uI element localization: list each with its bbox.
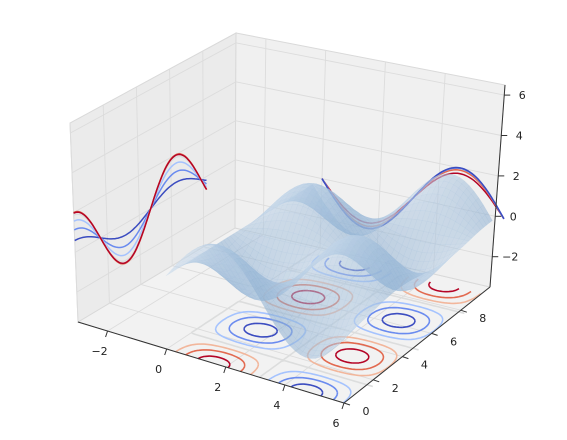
x-tick-label: 4 [273, 399, 280, 412]
surface-facet [431, 264, 440, 272]
x-tick-label: 6 [333, 417, 340, 430]
y-tick-label: 6 [450, 335, 457, 348]
x-wall-contour [73, 169, 207, 249]
z-tick-label: 6 [519, 89, 526, 102]
y-tick-mark [460, 309, 467, 313]
tick-labels: −2 0 2 4 6 0 2 4 6 8 −2 0 2 4 6 [91, 89, 525, 430]
surface-facet [434, 262, 443, 271]
z-tick-label: 2 [513, 170, 520, 183]
surface-facet [478, 217, 487, 228]
x-tick-mark [105, 330, 109, 338]
surface-facet [376, 293, 386, 303]
x-tick-mark [282, 384, 286, 392]
surface-facet [359, 316, 368, 324]
surface-facet [356, 318, 365, 327]
x-tick-label: 2 [214, 381, 221, 394]
y-tick-mark [373, 379, 380, 383]
y-grid-line [102, 104, 374, 381]
surface-facet [472, 223, 481, 233]
surface-mesh [165, 173, 493, 359]
surface-facet [347, 326, 357, 336]
z-tick-label: −2 [502, 251, 518, 264]
z-grid-line [74, 159, 496, 253]
y-tick-label: 4 [421, 359, 428, 372]
y-tick-mark [343, 402, 351, 406]
surface-facet [481, 214, 490, 226]
x-tick-mark [164, 348, 168, 356]
surface-facet [428, 266, 438, 273]
z-grid-line [73, 120, 499, 213]
x-tick-mark [341, 402, 345, 410]
surface-facet [475, 220, 484, 231]
x-tick-label: −2 [91, 345, 107, 358]
surface-facet [382, 286, 392, 298]
z-tick-label: 4 [516, 130, 523, 143]
z-grid-line [71, 81, 502, 174]
y-tick-mark [402, 356, 409, 360]
x-wall-contours [73, 153, 208, 265]
surface-facet [448, 251, 458, 260]
surface-facet [457, 243, 467, 249]
x-wall-contour [74, 177, 207, 242]
surface-facet [373, 297, 383, 306]
z-grid-line [70, 42, 505, 134]
x-axis-line [77, 321, 345, 404]
surface-facet [425, 268, 435, 273]
x-tick-label: 0 [155, 363, 162, 376]
x-tick-mark [223, 366, 227, 374]
y-axis-line [343, 286, 491, 404]
y-tick-label: 8 [479, 312, 486, 325]
surface-facet [364, 310, 374, 316]
z-tick-label: 0 [510, 210, 517, 223]
y-tick-label: 0 [363, 405, 370, 418]
z-axis-line [489, 84, 506, 288]
y-tick-mark [431, 332, 438, 336]
y-tick-label: 2 [392, 382, 399, 395]
x-wall-contour [73, 153, 208, 265]
axis-lines [77, 84, 506, 404]
